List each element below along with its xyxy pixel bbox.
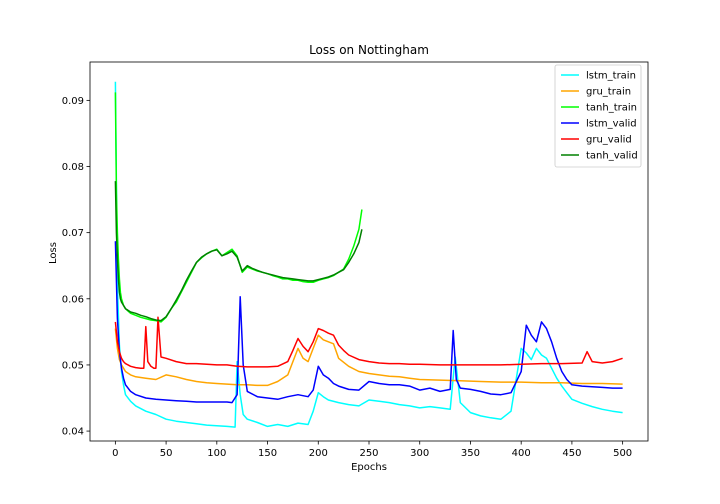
legend-label-lstm-valid: lstm_valid [586, 119, 637, 130]
y-tick-label: 0.06 [62, 294, 84, 305]
series-line-tanh-valid [114, 181, 363, 322]
chart-title: Loss on Nottingham [309, 43, 429, 57]
x-tick-label: 400 [512, 448, 531, 459]
x-tick-label: 50 [160, 448, 173, 459]
y-tick-label: 0.08 [62, 162, 84, 173]
x-tick-label: 0 [112, 448, 118, 459]
legend-label-lstm-train: lstm_train [586, 71, 636, 82]
x-tick-label: 100 [207, 448, 226, 459]
legend-label-gru-valid: gru_valid [586, 135, 632, 146]
y-tick-label: 0.05 [62, 360, 84, 371]
series-line-gru-train [114, 328, 623, 387]
y-tick-label: 0.09 [62, 96, 84, 107]
series-line-lstm-train [114, 81, 623, 428]
legend-label-tanh-train: tanh_train [586, 103, 637, 114]
y-axis-label: Loss [48, 242, 59, 264]
x-tick-label: 350 [461, 448, 480, 459]
y-tick-label: 0.04 [62, 427, 84, 438]
axes: 0 50 100 150 200 250 300 350 400 450 500 0.04 0.05 0.… [62, 61, 649, 459]
legend-label-tanh-valid: tanh_valid [586, 151, 638, 162]
plot-lines [114, 81, 623, 428]
x-tick-label: 450 [562, 448, 581, 459]
x-tick-label: 200 [309, 448, 328, 459]
y-tick-label: 0.07 [62, 228, 84, 239]
x-axis-label: Epochs [351, 462, 387, 473]
series-line-lstm-valid [114, 241, 623, 404]
legend-label-gru-train: gru_train [586, 87, 631, 98]
x-tick-label: 300 [410, 448, 429, 459]
x-tick-label: 250 [359, 448, 378, 459]
x-tick-label: 150 [258, 448, 277, 459]
series-line-gru-valid [114, 316, 623, 369]
x-tick-label: 500 [613, 448, 632, 459]
legend: lstm_train gru_train tanh_train lstm_validg… [554, 64, 642, 168]
